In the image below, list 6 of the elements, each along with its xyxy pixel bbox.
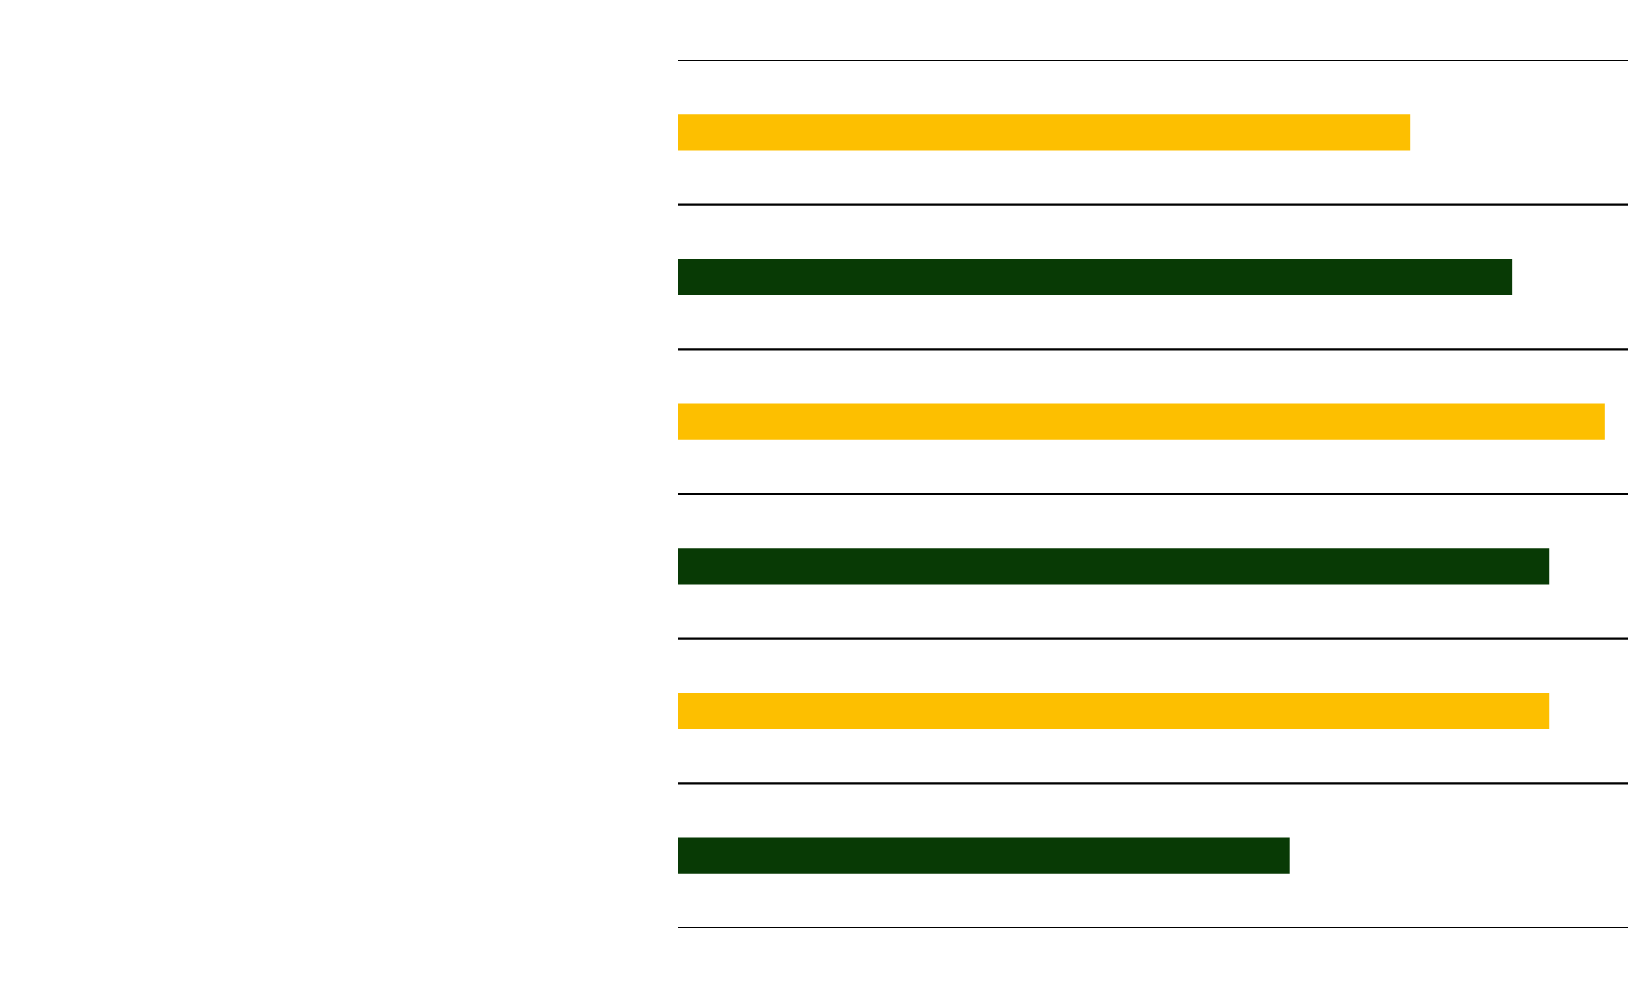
bar (678, 403, 1605, 440)
bar (678, 837, 1290, 874)
bar (678, 114, 1411, 151)
bar (678, 548, 1550, 585)
bar (678, 258, 1513, 296)
bar (678, 692, 1550, 730)
